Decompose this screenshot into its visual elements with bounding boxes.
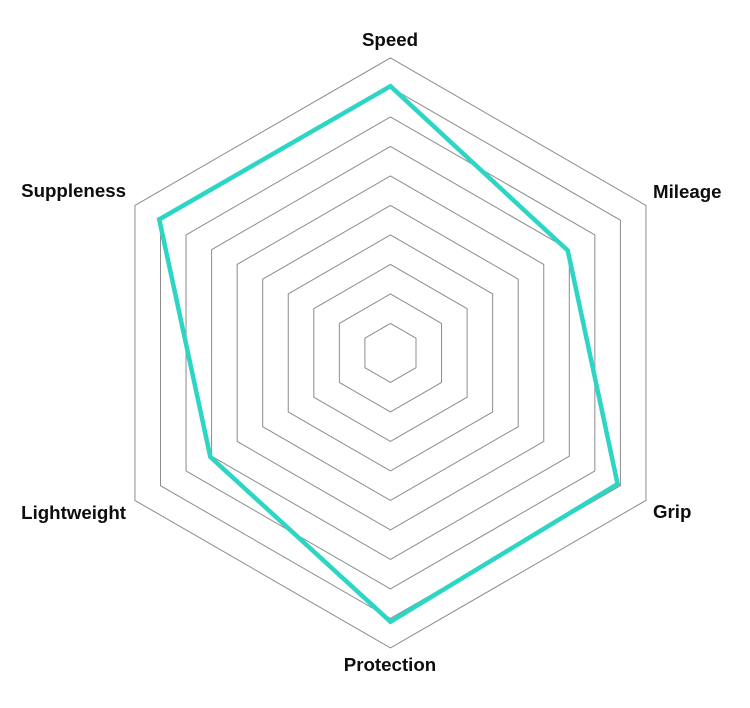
svg-text:Speed: Speed (362, 29, 418, 50)
svg-text:Suppleness: Suppleness (21, 180, 126, 201)
svg-text:Grip: Grip (653, 501, 691, 522)
svg-text:Protection: Protection (344, 654, 436, 675)
svg-text:Mileage: Mileage (653, 181, 722, 202)
svg-text:Lightweight: Lightweight (21, 502, 126, 523)
